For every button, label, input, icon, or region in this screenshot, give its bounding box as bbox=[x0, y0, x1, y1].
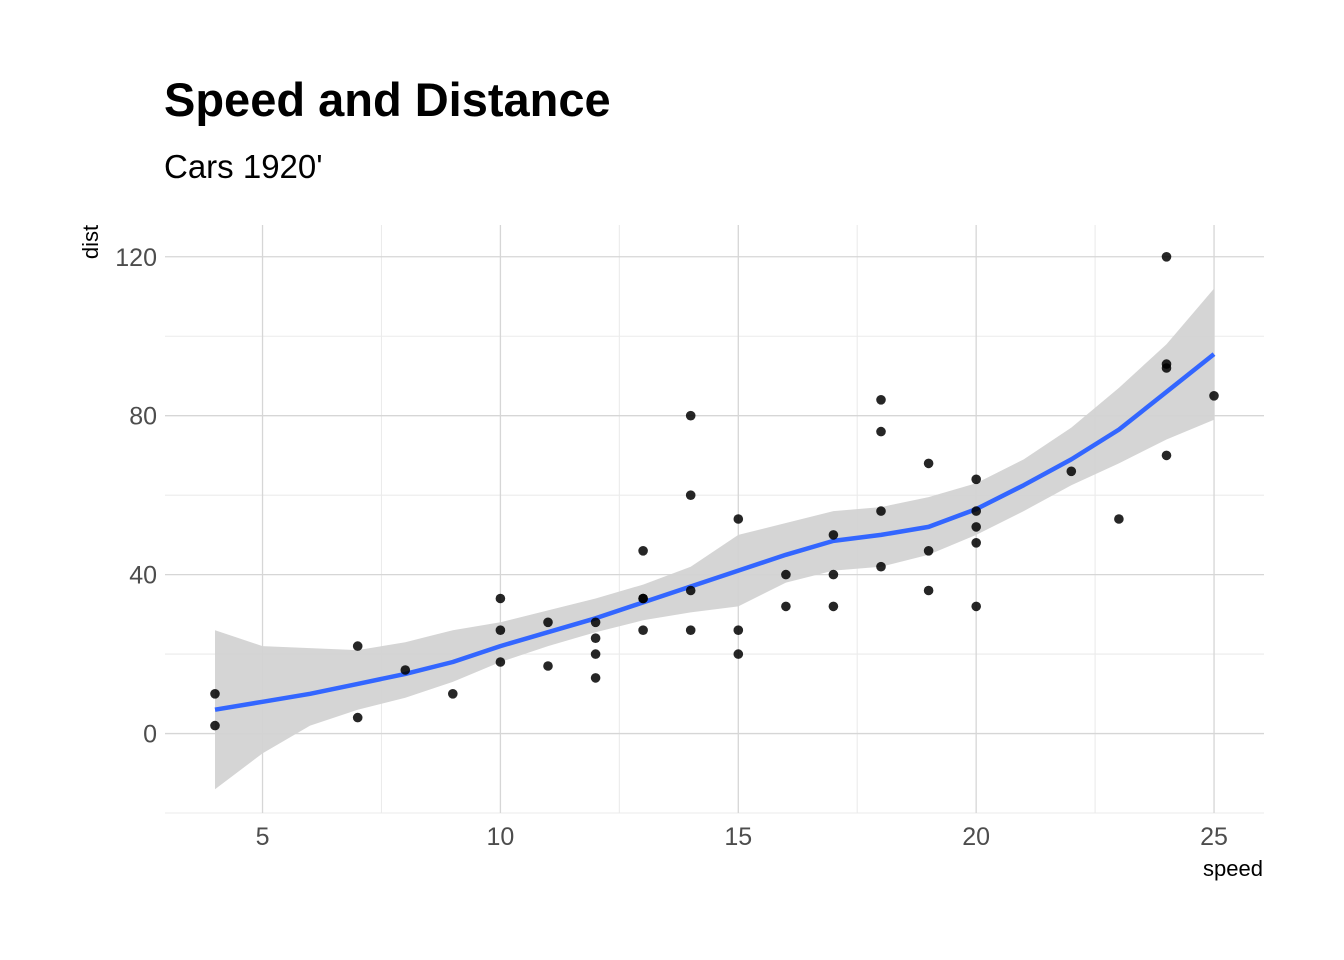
data-point bbox=[733, 514, 744, 524]
y-tick-label: 0 bbox=[143, 721, 157, 749]
data-point bbox=[590, 633, 601, 643]
chart-title: Speed and Distance bbox=[164, 73, 611, 126]
data-point bbox=[543, 661, 553, 671]
data-point bbox=[448, 689, 458, 699]
data-point bbox=[971, 601, 981, 612]
y-axis-title: dist bbox=[78, 225, 103, 259]
data-point bbox=[210, 689, 220, 699]
grid-lines bbox=[165, 225, 1264, 814]
data-point bbox=[1161, 450, 1172, 461]
data-point bbox=[971, 538, 981, 548]
data-point bbox=[638, 625, 648, 635]
data-point bbox=[590, 673, 601, 683]
data-point bbox=[876, 506, 886, 516]
data-point bbox=[971, 506, 981, 516]
data-point bbox=[685, 585, 696, 596]
data-point bbox=[1209, 391, 1219, 401]
data-point bbox=[828, 530, 839, 540]
data-point bbox=[685, 410, 696, 421]
confidence-band bbox=[215, 288, 1214, 790]
y-tick-label: 80 bbox=[129, 403, 157, 431]
data-point bbox=[543, 617, 553, 628]
y-tick-label: 40 bbox=[129, 562, 157, 590]
data-point bbox=[971, 474, 981, 485]
y-tick-label: 120 bbox=[115, 244, 157, 272]
x-tick-label: 15 bbox=[724, 823, 752, 851]
data-point bbox=[685, 625, 696, 635]
data-point bbox=[210, 720, 220, 731]
x-axis-title: speed bbox=[1203, 856, 1263, 881]
data-point bbox=[685, 490, 696, 501]
data-point bbox=[828, 569, 839, 580]
data-point bbox=[495, 625, 506, 635]
x-tick-label: 5 bbox=[256, 823, 270, 851]
data-point bbox=[590, 649, 601, 659]
data-point bbox=[781, 601, 791, 612]
smooth-line bbox=[214, 352, 1216, 712]
data-point bbox=[495, 657, 506, 667]
smooth-fit-line bbox=[214, 352, 1216, 712]
data-points bbox=[210, 251, 1219, 731]
data-point bbox=[590, 617, 601, 628]
x-tick-label: 20 bbox=[962, 823, 990, 851]
confidence-band-area bbox=[215, 288, 1214, 790]
data-point bbox=[352, 712, 363, 723]
tick-labels: 5 10 15 20 25 0 40 80 120 bbox=[115, 244, 1228, 851]
data-point bbox=[1066, 466, 1077, 477]
data-point bbox=[495, 593, 506, 604]
data-point bbox=[400, 665, 411, 675]
data-point bbox=[923, 585, 934, 596]
data-point bbox=[1161, 359, 1172, 369]
x-tick-label: 25 bbox=[1200, 823, 1228, 851]
data-point bbox=[923, 458, 934, 469]
data-point bbox=[781, 569, 791, 580]
data-point bbox=[1161, 251, 1172, 262]
data-point bbox=[638, 546, 648, 556]
data-point bbox=[876, 426, 886, 437]
data-point bbox=[638, 593, 648, 604]
data-point bbox=[352, 641, 363, 651]
data-point bbox=[1114, 514, 1124, 524]
data-point bbox=[733, 625, 744, 635]
chart-subtitle: Cars 1920' bbox=[164, 148, 323, 185]
data-point bbox=[876, 395, 886, 405]
data-point bbox=[876, 561, 886, 572]
x-tick-label: 10 bbox=[487, 823, 515, 851]
data-point bbox=[828, 601, 839, 612]
data-point bbox=[923, 546, 934, 556]
data-point bbox=[971, 522, 981, 532]
data-point bbox=[733, 649, 744, 659]
